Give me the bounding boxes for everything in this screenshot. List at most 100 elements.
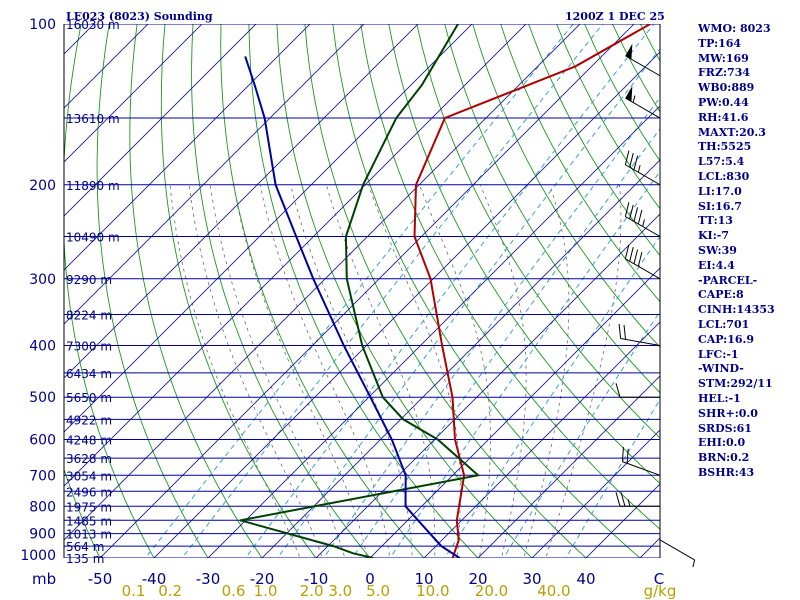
- parcel-line: [244, 56, 461, 558]
- isotherm: [531, 429, 660, 558]
- mixing-unit-label: g/kg: [644, 582, 677, 600]
- moist-adiabat: [368, 184, 461, 558]
- pressure-label: 600: [29, 433, 56, 449]
- wind-barb: [621, 447, 661, 476]
- wind-staff: [625, 164, 661, 186]
- wind-barbs: [615, 43, 696, 568]
- height-label: 1485 m: [66, 514, 112, 528]
- stats-panel: WMO: 8023 TP:164 MW:169 FRZ:734 WB0:889 PW:0.…: [698, 22, 798, 481]
- moist-adiabat: [188, 184, 323, 558]
- mixing-ratio-label: 20.0: [475, 582, 508, 600]
- isotherm: [64, 24, 149, 109]
- isotherm: [99, 24, 635, 558]
- stat-item: KI:-7: [698, 229, 729, 243]
- wind-feather: [626, 448, 629, 464]
- temp-tick-label: -20: [250, 570, 275, 588]
- stat-item: WB0:889: [698, 81, 755, 95]
- wind-staff: [625, 258, 661, 280]
- temp-tick-label: -30: [196, 570, 221, 588]
- wind-half-feather: [627, 499, 631, 507]
- mixing-ratio-label: 0.1: [122, 582, 146, 600]
- temp-tick-label: 30: [522, 570, 541, 588]
- wind-barb: [618, 324, 661, 346]
- stat-item: EI:4.4: [698, 258, 735, 272]
- wind-feather: [624, 202, 630, 217]
- mixing-ratio-line: [389, 170, 660, 558]
- wind-feather: [623, 324, 627, 340]
- stat-item: STM:292/11: [698, 377, 773, 391]
- pressure-label: 400: [29, 339, 56, 355]
- dry-adiabat: [304, 24, 587, 558]
- mb-label: mb: [32, 570, 56, 588]
- moist-adiabat: [290, 184, 413, 558]
- stat-item: LCL:830: [698, 169, 750, 183]
- station-title: LE023 (8023) Sounding: [66, 10, 213, 23]
- wind-feather: [624, 150, 630, 165]
- stat-item: CAP:16.9: [698, 332, 755, 346]
- wind-half-feather: [632, 95, 636, 103]
- mixing-ratio-label: 3.0: [328, 582, 352, 600]
- wind-feather: [629, 204, 634, 220]
- temp-tick-label: -50: [88, 570, 113, 588]
- wind-feather: [637, 209, 643, 225]
- mixing-ratio-label: 2.0: [300, 582, 324, 600]
- height-label: 11890 m: [66, 179, 120, 193]
- temp-tick-label: 10: [414, 570, 433, 588]
- dry-adiabat: [472, 24, 660, 348]
- dry-adiabat: [248, 24, 479, 558]
- mixing-ratio-line: [144, 24, 574, 558]
- dry-adiabat: [129, 24, 263, 558]
- moist-adiabat: [233, 184, 368, 558]
- stat-item: EHI:0.0: [698, 436, 746, 450]
- dry-adiabat: [220, 24, 425, 558]
- wind-feather: [637, 252, 643, 267]
- mixing-ratio-label: 0.6: [222, 582, 246, 600]
- stat-item: FRZ:734: [698, 66, 751, 80]
- temp-tick-label: 20: [468, 570, 487, 588]
- height-label: 3628 m: [66, 452, 112, 466]
- stat-item: WMO: 8023: [698, 22, 771, 35]
- height-label: 135 m: [66, 552, 104, 566]
- isotherm: [64, 24, 419, 379]
- wind-barb: [615, 492, 660, 507]
- stat-item: LFC:-1: [698, 347, 739, 361]
- height-label: 2496 m: [66, 485, 112, 499]
- wind-pennant: [625, 43, 633, 60]
- temp-tick-label: -40: [142, 570, 167, 588]
- moist-adiabat: [523, 184, 570, 558]
- wind-feather: [621, 447, 624, 462]
- temp-tick-label: -10: [304, 570, 329, 588]
- height-label: 6434 m: [66, 367, 112, 381]
- profiles: [240, 24, 651, 558]
- stat-item: BSHR:43: [698, 465, 755, 479]
- stat-item: TP:164: [698, 36, 742, 50]
- isotherm: [64, 24, 527, 487]
- wind-feather: [618, 324, 622, 339]
- dry-adiabat: [528, 24, 660, 257]
- stat-item: MW:169: [698, 51, 749, 65]
- height-label: 9290 m: [66, 273, 112, 287]
- stat-item: SI:16.7: [698, 199, 742, 213]
- pressure-label: 800: [29, 499, 56, 515]
- isotherm: [423, 321, 660, 558]
- isotherm: [64, 24, 311, 271]
- wind-barb: [659, 539, 696, 568]
- stat-item: SRDS:61: [698, 421, 752, 435]
- wind-pennant: [625, 85, 633, 102]
- moist-adiabat: [419, 184, 491, 558]
- wind-barb: [615, 383, 660, 398]
- height-label: 1013 m: [66, 528, 112, 542]
- dry-adiabat: [360, 24, 660, 530]
- wind-feather: [633, 155, 639, 170]
- isotherm: [369, 267, 660, 558]
- dry-adiabat: [500, 24, 660, 303]
- height-label: 10490 m: [66, 230, 120, 244]
- stat-item: TT:13: [698, 214, 733, 228]
- height-label: 16030 m: [66, 18, 120, 32]
- stat-item: BRN:0.2: [698, 451, 750, 465]
- isotherm: [64, 24, 257, 217]
- temp-tick-label: 0: [365, 570, 375, 588]
- pressure-label: 900: [29, 527, 56, 543]
